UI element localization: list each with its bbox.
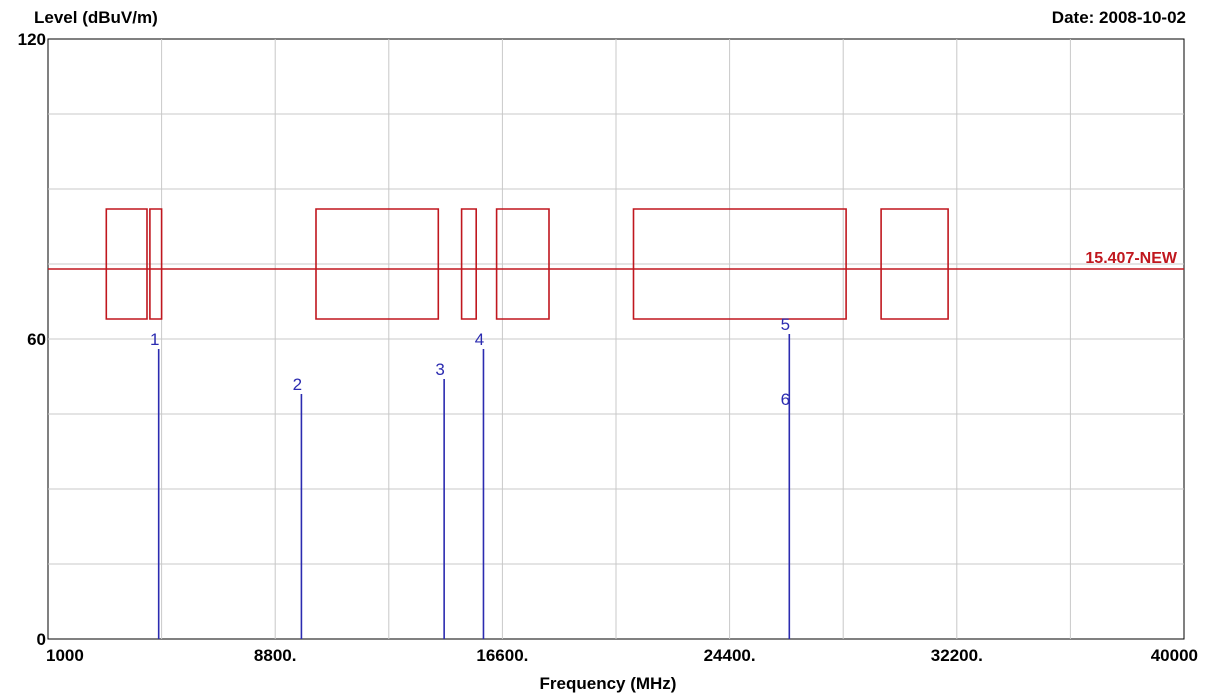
marker-label-3: 3 [435,360,444,379]
y-tick-label: 0 [37,630,46,649]
x-axis-title: Frequency (MHz) [539,674,677,693]
marker-label-1: 1 [150,330,159,349]
tick-labels-group: 1000 8800. 16600. 24400. 32200. 40000 0 60 120 [18,30,1198,665]
x-tick-label: 40000 [1151,646,1198,665]
marker-label-4: 4 [475,330,484,349]
x-tick-label: 1000 [46,646,84,665]
x-tick-label: 32200. [931,646,983,665]
y-tick-label: 60 [27,330,46,349]
marker-label-5: 5 [781,315,790,334]
x-tick-label: 8800. [254,646,297,665]
marker-label-2: 2 [293,375,302,394]
markers-group: 1 2 3 4 5 6 [150,315,791,639]
grid-lines [48,39,1184,639]
limit-line-group: 15.407-NEW [48,208,1184,320]
y-tick-label: 120 [18,30,46,49]
date-label: Date: 2008-10-02 [1051,8,1186,27]
limit-line-label: 15.407-NEW [1085,250,1177,267]
x-tick-label: 16600. [476,646,528,665]
y-axis-title: Level (dBuV/m) [34,8,158,27]
limit-line [48,208,1184,320]
marker-label-6: 6 [781,390,790,409]
x-tick-label: 24400. [704,646,756,665]
